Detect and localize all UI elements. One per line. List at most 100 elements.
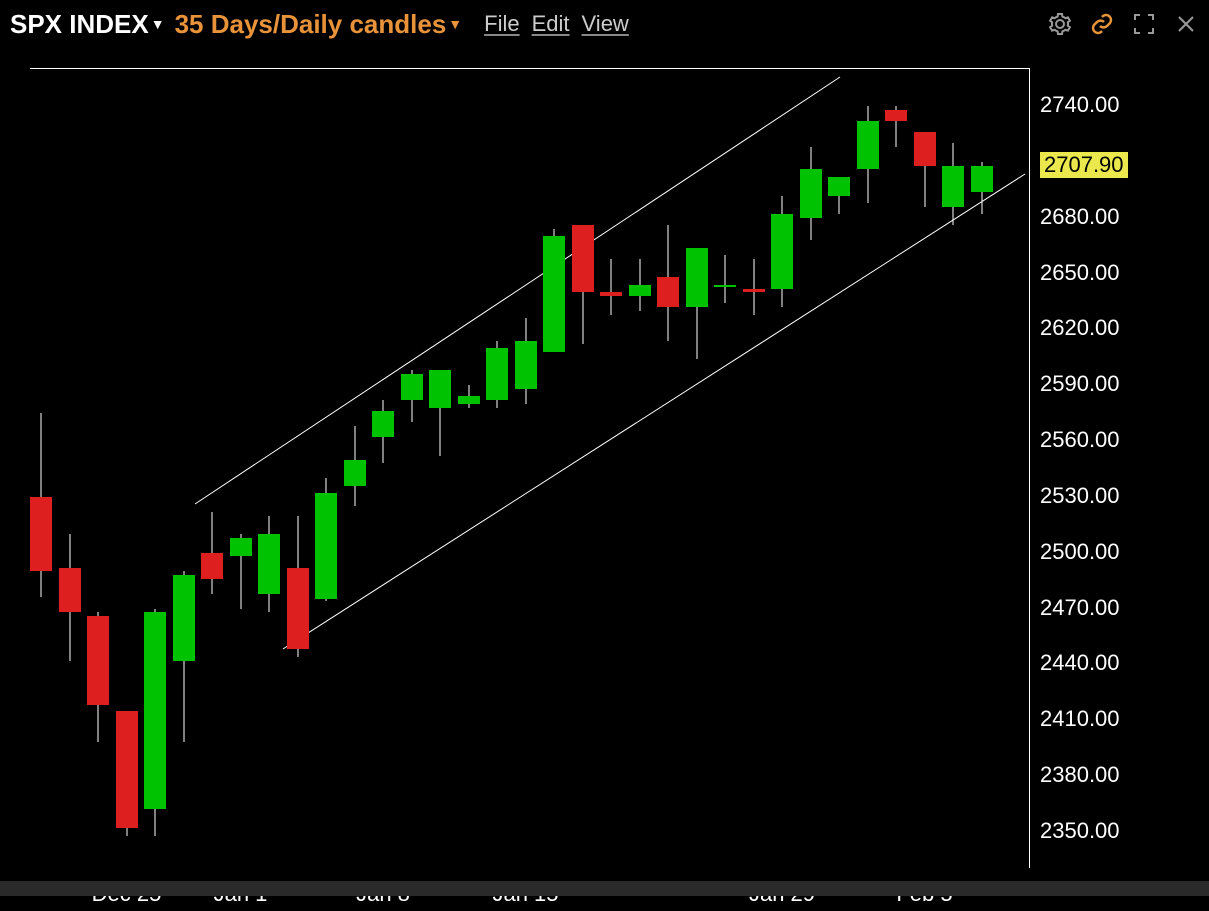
horizontal-scrollbar[interactable]	[0, 881, 1209, 896]
candle-body	[714, 285, 736, 287]
toolbar-actions	[1047, 11, 1199, 37]
candle-body	[173, 575, 195, 661]
candle-wick	[611, 259, 612, 315]
candle[interactable]	[201, 69, 223, 869]
candle-body	[686, 248, 708, 308]
candle-body	[629, 285, 651, 296]
candle-body	[486, 348, 508, 400]
candle[interactable]	[771, 69, 793, 869]
candle[interactable]	[572, 69, 594, 869]
candle[interactable]	[686, 69, 708, 869]
candlestick-plot[interactable]	[30, 68, 1030, 868]
candle[interactable]	[344, 69, 366, 869]
candle-body	[59, 568, 81, 613]
candle[interactable]	[914, 69, 936, 869]
candle-body	[771, 214, 793, 288]
y-tick-label: 2560.00	[1040, 427, 1120, 453]
candle[interactable]	[315, 69, 337, 869]
y-tick-label: 2590.00	[1040, 371, 1120, 397]
candle-body	[515, 341, 537, 389]
candle-body	[401, 374, 423, 400]
menubar: File Edit View	[484, 11, 629, 37]
candle-body	[743, 289, 765, 293]
candle-wick	[725, 255, 726, 303]
y-tick-label: 2500.00	[1040, 539, 1120, 565]
candle-body	[600, 292, 622, 296]
candle-body	[144, 612, 166, 809]
candle[interactable]	[59, 69, 81, 869]
candle[interactable]	[87, 69, 109, 869]
candle[interactable]	[173, 69, 195, 869]
candle[interactable]	[144, 69, 166, 869]
y-tick-label: 2350.00	[1040, 818, 1120, 844]
candle[interactable]	[743, 69, 765, 869]
candle-body	[201, 553, 223, 579]
chevron-down-icon: ▼	[151, 16, 165, 32]
candle[interactable]	[287, 69, 309, 869]
candle-body	[230, 538, 252, 557]
menu-view[interactable]: View	[582, 11, 629, 37]
candle-body	[287, 568, 309, 650]
candle-body	[87, 616, 109, 705]
candle-body	[857, 121, 879, 169]
candle[interactable]	[486, 69, 508, 869]
candle-body	[344, 460, 366, 486]
y-tick-label: 2380.00	[1040, 762, 1120, 788]
candle[interactable]	[116, 69, 138, 869]
candle-body	[914, 132, 936, 165]
y-tick-label: 2650.00	[1040, 260, 1120, 286]
candle[interactable]	[543, 69, 565, 869]
candle[interactable]	[857, 69, 879, 869]
close-icon[interactable]	[1173, 11, 1199, 37]
gear-icon[interactable]	[1047, 11, 1073, 37]
link-icon[interactable]	[1089, 11, 1115, 37]
y-tick-label: 2680.00	[1040, 204, 1120, 230]
candle[interactable]	[828, 69, 850, 869]
y-tick-label: 2470.00	[1040, 595, 1120, 621]
candle-body	[30, 497, 52, 571]
fullscreen-icon[interactable]	[1131, 11, 1157, 37]
candle[interactable]	[30, 69, 52, 869]
chart-area[interactable]: 2350.00 2380.00 2410.00 2440.00 2470.00 2500.…	[0, 48, 1209, 896]
candle[interactable]	[258, 69, 280, 869]
menu-edit[interactable]: Edit	[532, 11, 570, 37]
candle[interactable]	[458, 69, 480, 869]
symbol-dropdown[interactable]: SPX INDEX ▼	[10, 9, 165, 40]
menu-file[interactable]: File	[484, 11, 519, 37]
candle[interactable]	[800, 69, 822, 869]
candle-body	[885, 110, 907, 121]
candle-body	[942, 166, 964, 207]
timeframe-dropdown[interactable]: 35 Days/Daily candles ▼	[175, 9, 463, 40]
candle-body	[828, 177, 850, 196]
candle[interactable]	[657, 69, 679, 869]
timeframe-label: 35 Days/Daily candles	[175, 9, 447, 40]
candle[interactable]	[429, 69, 451, 869]
candle[interactable]	[230, 69, 252, 869]
candle-body	[258, 534, 280, 594]
y-tick-label: 2440.00	[1040, 650, 1120, 676]
candle-body	[116, 711, 138, 828]
y-tick-label: 2530.00	[1040, 483, 1120, 509]
candle-body	[800, 169, 822, 217]
candle[interactable]	[515, 69, 537, 869]
candle[interactable]	[971, 69, 993, 869]
candle-wick	[753, 259, 754, 315]
candle-body	[543, 236, 565, 351]
candle-body	[372, 411, 394, 437]
y-tick-label: 2410.00	[1040, 706, 1120, 732]
candle[interactable]	[942, 69, 964, 869]
candle-body	[971, 166, 993, 192]
candle-body	[315, 493, 337, 599]
current-price-label: 2707.90	[1040, 152, 1128, 178]
symbol-label: SPX INDEX	[10, 9, 149, 40]
candle[interactable]	[885, 69, 907, 869]
candle-body	[657, 277, 679, 307]
candle[interactable]	[372, 69, 394, 869]
candle[interactable]	[401, 69, 423, 869]
candle-body	[429, 370, 451, 407]
candle[interactable]	[629, 69, 651, 869]
candle-body	[458, 396, 480, 403]
candle[interactable]	[600, 69, 622, 869]
candle[interactable]	[714, 69, 736, 869]
chevron-down-icon: ▼	[448, 16, 462, 32]
